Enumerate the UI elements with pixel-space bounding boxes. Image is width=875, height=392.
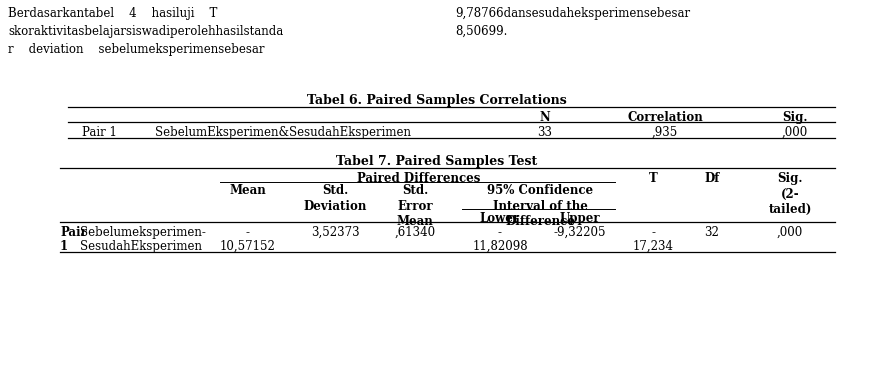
Text: ,000: ,000 bbox=[777, 226, 803, 239]
Text: 1: 1 bbox=[60, 240, 68, 253]
Text: Mean: Mean bbox=[229, 184, 266, 197]
Text: Df: Df bbox=[704, 172, 719, 185]
Text: 9,78766dansesudaheksperimensebesar
8,50699.: 9,78766dansesudaheksperimensebesar 8,506… bbox=[455, 7, 690, 38]
Text: Sig.: Sig. bbox=[782, 111, 808, 124]
Text: Upper: Upper bbox=[560, 212, 600, 225]
Text: ,000: ,000 bbox=[782, 126, 808, 139]
Text: 17,234: 17,234 bbox=[633, 240, 674, 253]
Text: Sebelumeksperimen-: Sebelumeksperimen- bbox=[80, 226, 206, 239]
Text: 3,52373: 3,52373 bbox=[311, 226, 360, 239]
Text: Std.
Error
Mean: Std. Error Mean bbox=[396, 184, 433, 228]
Text: Correlation: Correlation bbox=[627, 111, 703, 124]
Text: 95% Confidence
Interval of the
Difference: 95% Confidence Interval of the Differenc… bbox=[487, 184, 593, 228]
Text: -: - bbox=[246, 226, 250, 239]
Text: SesudahEksperimen: SesudahEksperimen bbox=[80, 240, 202, 253]
Text: SebelumEksperimen&SesudahEksperimen: SebelumEksperimen&SesudahEksperimen bbox=[155, 126, 411, 139]
Text: Sig.
(2-
tailed): Sig. (2- tailed) bbox=[768, 172, 812, 216]
Text: N: N bbox=[540, 111, 550, 124]
Text: Tabel 6. Paired Samples Correlations: Tabel 6. Paired Samples Correlations bbox=[307, 94, 567, 107]
Text: Tabel 7. Paired Samples Test: Tabel 7. Paired Samples Test bbox=[336, 155, 537, 168]
Text: -: - bbox=[498, 226, 502, 239]
Text: Berdasarkantabel    4    hasiluji    T
skoraktivitasbelajarsiswadiperolehhasilst: Berdasarkantabel 4 hasiluji T skoraktivi… bbox=[8, 7, 284, 56]
Text: -9,32205: -9,32205 bbox=[554, 226, 606, 239]
Text: Pair 1: Pair 1 bbox=[82, 126, 117, 139]
Text: ,935: ,935 bbox=[652, 126, 678, 139]
Text: 10,57152: 10,57152 bbox=[220, 240, 276, 253]
Text: Lower: Lower bbox=[480, 212, 520, 225]
Text: Std.
Deviation: Std. Deviation bbox=[304, 184, 367, 212]
Text: ,61340: ,61340 bbox=[395, 226, 436, 239]
Text: Pair: Pair bbox=[60, 226, 87, 239]
Text: 33: 33 bbox=[537, 126, 552, 139]
Text: -: - bbox=[651, 226, 655, 239]
Text: 11,82098: 11,82098 bbox=[473, 240, 528, 253]
Text: T: T bbox=[648, 172, 657, 185]
Text: 32: 32 bbox=[704, 226, 719, 239]
Text: Paired Differences: Paired Differences bbox=[357, 172, 480, 185]
